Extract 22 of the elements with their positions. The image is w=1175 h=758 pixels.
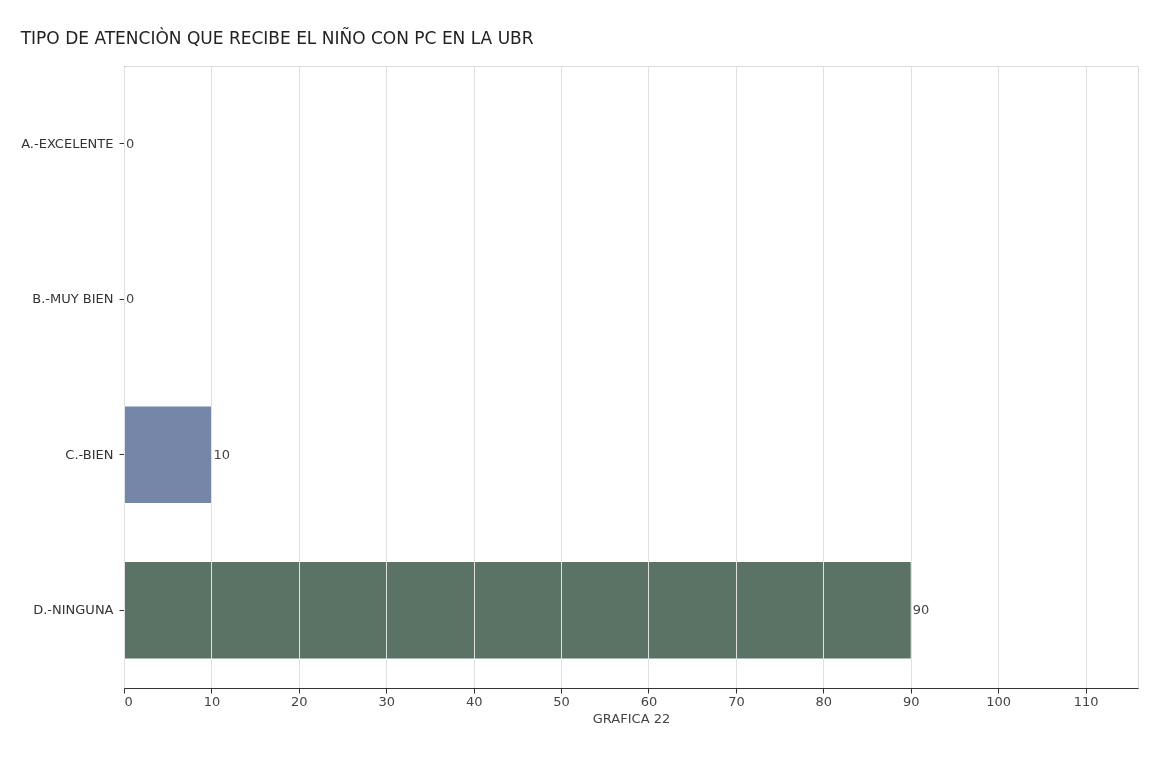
x-tick-label: 30: [378, 693, 396, 709]
chart-title: TIPO DE ATENCIÒN QUE RECIBE EL NIÑO CON PC EN LA UBR: [19, 27, 534, 48]
x-tick-label: 50: [553, 693, 570, 709]
x-tick-label: 40: [465, 693, 483, 709]
x-tick-label: 80: [815, 693, 833, 709]
x-axis-title: GRAFICA 22: [592, 710, 671, 726]
x-tick-label: 100: [986, 693, 1012, 709]
x-tick-label: 0: [124, 693, 133, 709]
data-label: 10: [213, 446, 230, 462]
data-label: 90: [912, 602, 930, 618]
y-tick-label: C.-BIEN: [65, 446, 114, 462]
x-tick-label: 90: [902, 693, 920, 709]
data-label: 0: [126, 291, 135, 307]
x-tick-label: 110: [1073, 693, 1099, 709]
y-tick-label: B.-MUY BIEN: [32, 291, 114, 307]
x-tick-label: 60: [640, 693, 658, 709]
x-tick-label: 10: [203, 693, 221, 709]
data-label: 0: [126, 135, 135, 151]
y-tick-label: A.-EXCELENTE: [21, 135, 114, 151]
y-tick-label: D.-NINGUNA: [33, 602, 114, 618]
x-tick-label: 20: [291, 693, 308, 709]
x-tick-label: 70: [728, 693, 745, 709]
